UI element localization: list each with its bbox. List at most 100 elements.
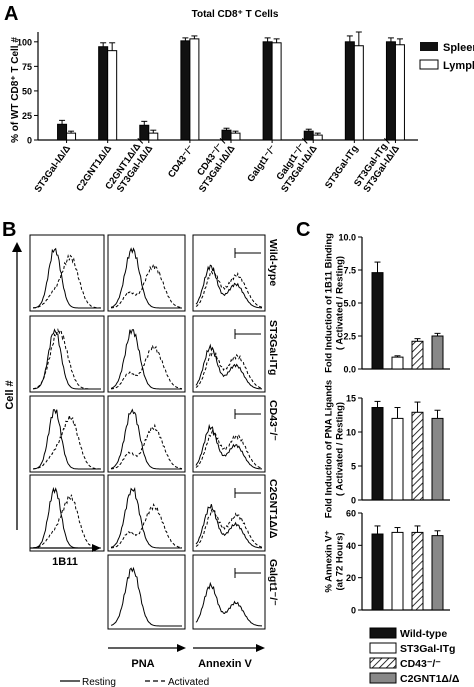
bar-lymph-4 xyxy=(230,132,241,141)
bar-lymph-7 xyxy=(353,45,364,141)
histogram-grid xyxy=(29,234,266,630)
x-label-8: ST3Gal-ITg /ST3Gal-IΔ/Δ xyxy=(352,137,402,195)
histogram-activated xyxy=(110,262,183,309)
row-label-2: CD43⁻/⁻ xyxy=(267,400,279,441)
histogram-column-labels: 1B11 PNA Annexin V xyxy=(30,544,265,670)
histogram-legend: Resting Activated xyxy=(60,677,209,687)
annexin-arrowhead xyxy=(256,644,265,652)
legend-spleen-swatch xyxy=(420,42,438,51)
histogram-box-r2-c1 xyxy=(107,395,186,473)
panel-c-bar-0-2 xyxy=(411,340,424,370)
panel-a-y-tick-label: 50 xyxy=(22,86,32,96)
panel-a-y-tick-label: 25 xyxy=(22,111,32,121)
row-label-4: Galgt1⁻/⁻ xyxy=(267,559,279,606)
panel-a-y-tick-label: 0 xyxy=(27,136,32,146)
legend-activated-label: Activated xyxy=(168,677,209,687)
x-label-6: Galgt1⁻/⁻ /ST3Gal-IΔ/Δ xyxy=(274,137,319,195)
panel-c-ylabel-line: Fold Induction of 1B11 Binding xyxy=(324,233,335,373)
histogram-box-r4-c1 xyxy=(107,554,186,630)
histogram-resting xyxy=(195,343,263,390)
panel-c-bar-2-0 xyxy=(371,533,384,611)
legend-label-3: C2GNT1Δ/Δ xyxy=(400,673,460,685)
panel-c-bar-2-1 xyxy=(391,531,404,611)
panel-c-y-tick-label: 10.0 xyxy=(338,233,356,243)
x-label-text: Galgt1⁻/⁻ xyxy=(245,143,278,184)
histogram-resting xyxy=(195,264,262,309)
bar-lymph-1 xyxy=(107,50,118,141)
histogram-activated xyxy=(195,350,263,389)
bar-lymph-0 xyxy=(66,132,77,141)
panel-c-ylabel-line: ( Activated / Resting) xyxy=(335,256,346,350)
panel-c-y-tick-label: 0 xyxy=(351,496,356,506)
histogram-box-r3-c0 xyxy=(29,474,105,552)
legend-swatch-0 xyxy=(369,627,397,639)
panel-c-y-tick-label: 60 xyxy=(346,509,356,519)
bar-spleen-4 xyxy=(221,129,232,141)
bar-lymph-3 xyxy=(189,38,200,141)
row-label-3: C2GNT1Δ/Δ xyxy=(267,479,279,539)
x-label-4: CD43⁻/⁻ /ST3Gal-IΔ/Δ xyxy=(195,137,237,195)
x-label-0: ST3Gal-IΔ/Δ xyxy=(33,143,74,194)
legend-lymph-label: Lymph Nodes xyxy=(443,60,474,72)
legend-resting-label: Resting xyxy=(82,677,116,687)
histogram-resting xyxy=(195,581,262,627)
x-label-text: CD43⁻/⁻ xyxy=(166,143,196,180)
panel-c-legend: Wild-type ST3Gal-ITg CD43⁻/⁻ C2GNT1Δ/Δ xyxy=(369,627,460,685)
x-label-5: Galgt1⁻/⁻ xyxy=(245,143,278,184)
column-label-1b11: 1B11 xyxy=(52,556,78,568)
histogram-activated xyxy=(195,508,263,548)
bar-spleen-1 xyxy=(98,46,109,141)
panel-a-letter: A xyxy=(4,3,18,25)
bar-lymph-5 xyxy=(271,42,282,141)
histogram-resting xyxy=(110,247,182,309)
panel-c-y-tick-label: 15 xyxy=(346,394,356,404)
panel-a-legend: Spleen Lymph Nodes xyxy=(419,42,474,72)
row-label-0: Wild-type xyxy=(267,239,279,286)
histogram-activated xyxy=(32,415,102,470)
panel-b-ylabel: Cell # xyxy=(4,380,16,409)
panel-c-ylabel-2: % Annexin V⁺ (at 72 Hours) xyxy=(324,530,346,592)
panel-c-ylabel-line: (at 72 Hours) xyxy=(335,532,346,590)
column-label-annexin-v: Annexin V xyxy=(198,658,252,670)
x-label-2: C2GNT1Δ/Δ /ST3Gal-IΔ/Δ xyxy=(103,137,155,195)
panel-c-bar-1-0 xyxy=(371,407,384,501)
pna-arrowhead xyxy=(177,644,186,652)
cell-count-arrowhead xyxy=(12,242,22,252)
panel-a-ylabel: % of WT CD8⁺ T Cell # xyxy=(10,37,21,143)
panel-c-ylabel-line: ( Activated / Resting) xyxy=(335,402,346,496)
histogram-box-r0-c1 xyxy=(107,234,186,312)
panel-c-letter: C xyxy=(296,219,310,241)
panel-c-y-tick-label: 5.0 xyxy=(343,299,356,309)
panel-c-ylabel-1: Fold Induction of PNA Ligands( Activated… xyxy=(324,380,346,518)
panel-c-bar-0-1 xyxy=(391,356,404,370)
histogram-activated xyxy=(32,494,102,549)
column-label-pna: PNA xyxy=(131,658,154,670)
histogram-activated xyxy=(110,343,183,390)
histogram-box-r0-c0 xyxy=(29,234,105,312)
histogram-box-r1-c2 xyxy=(192,315,266,393)
bar-spleen-8 xyxy=(385,41,396,141)
bar-lymph-8 xyxy=(394,44,405,141)
panel-c-y-tick-label: 2.5 xyxy=(343,332,356,342)
panel-c-y-tick-label: 10 xyxy=(346,428,356,438)
bar-spleen-2 xyxy=(139,124,150,141)
panel-a-bars xyxy=(57,31,405,141)
histogram-box-r2-c2 xyxy=(192,395,266,473)
legend-label-0: Wild-type xyxy=(400,628,447,640)
histogram-resting xyxy=(110,329,182,390)
panel-c-bar-1-1 xyxy=(391,417,404,501)
histogram-box-r3-c2 xyxy=(192,474,266,552)
histogram-activated xyxy=(195,429,263,469)
histogram-activated xyxy=(195,267,263,308)
legend-swatch-2 xyxy=(369,657,397,669)
panel-c-y-tick-label: 40 xyxy=(346,541,356,551)
panel-a-title: Total CD8⁺ T Cells xyxy=(192,9,279,20)
histogram-resting xyxy=(110,408,182,470)
panel-c-bar-1-2 xyxy=(411,411,424,501)
panel-b-letter: B xyxy=(2,219,16,241)
1b11-arrowhead xyxy=(92,544,101,552)
histogram-box-r0-c2 xyxy=(192,234,266,312)
panel-c-y-tick-label: 20 xyxy=(346,573,356,583)
